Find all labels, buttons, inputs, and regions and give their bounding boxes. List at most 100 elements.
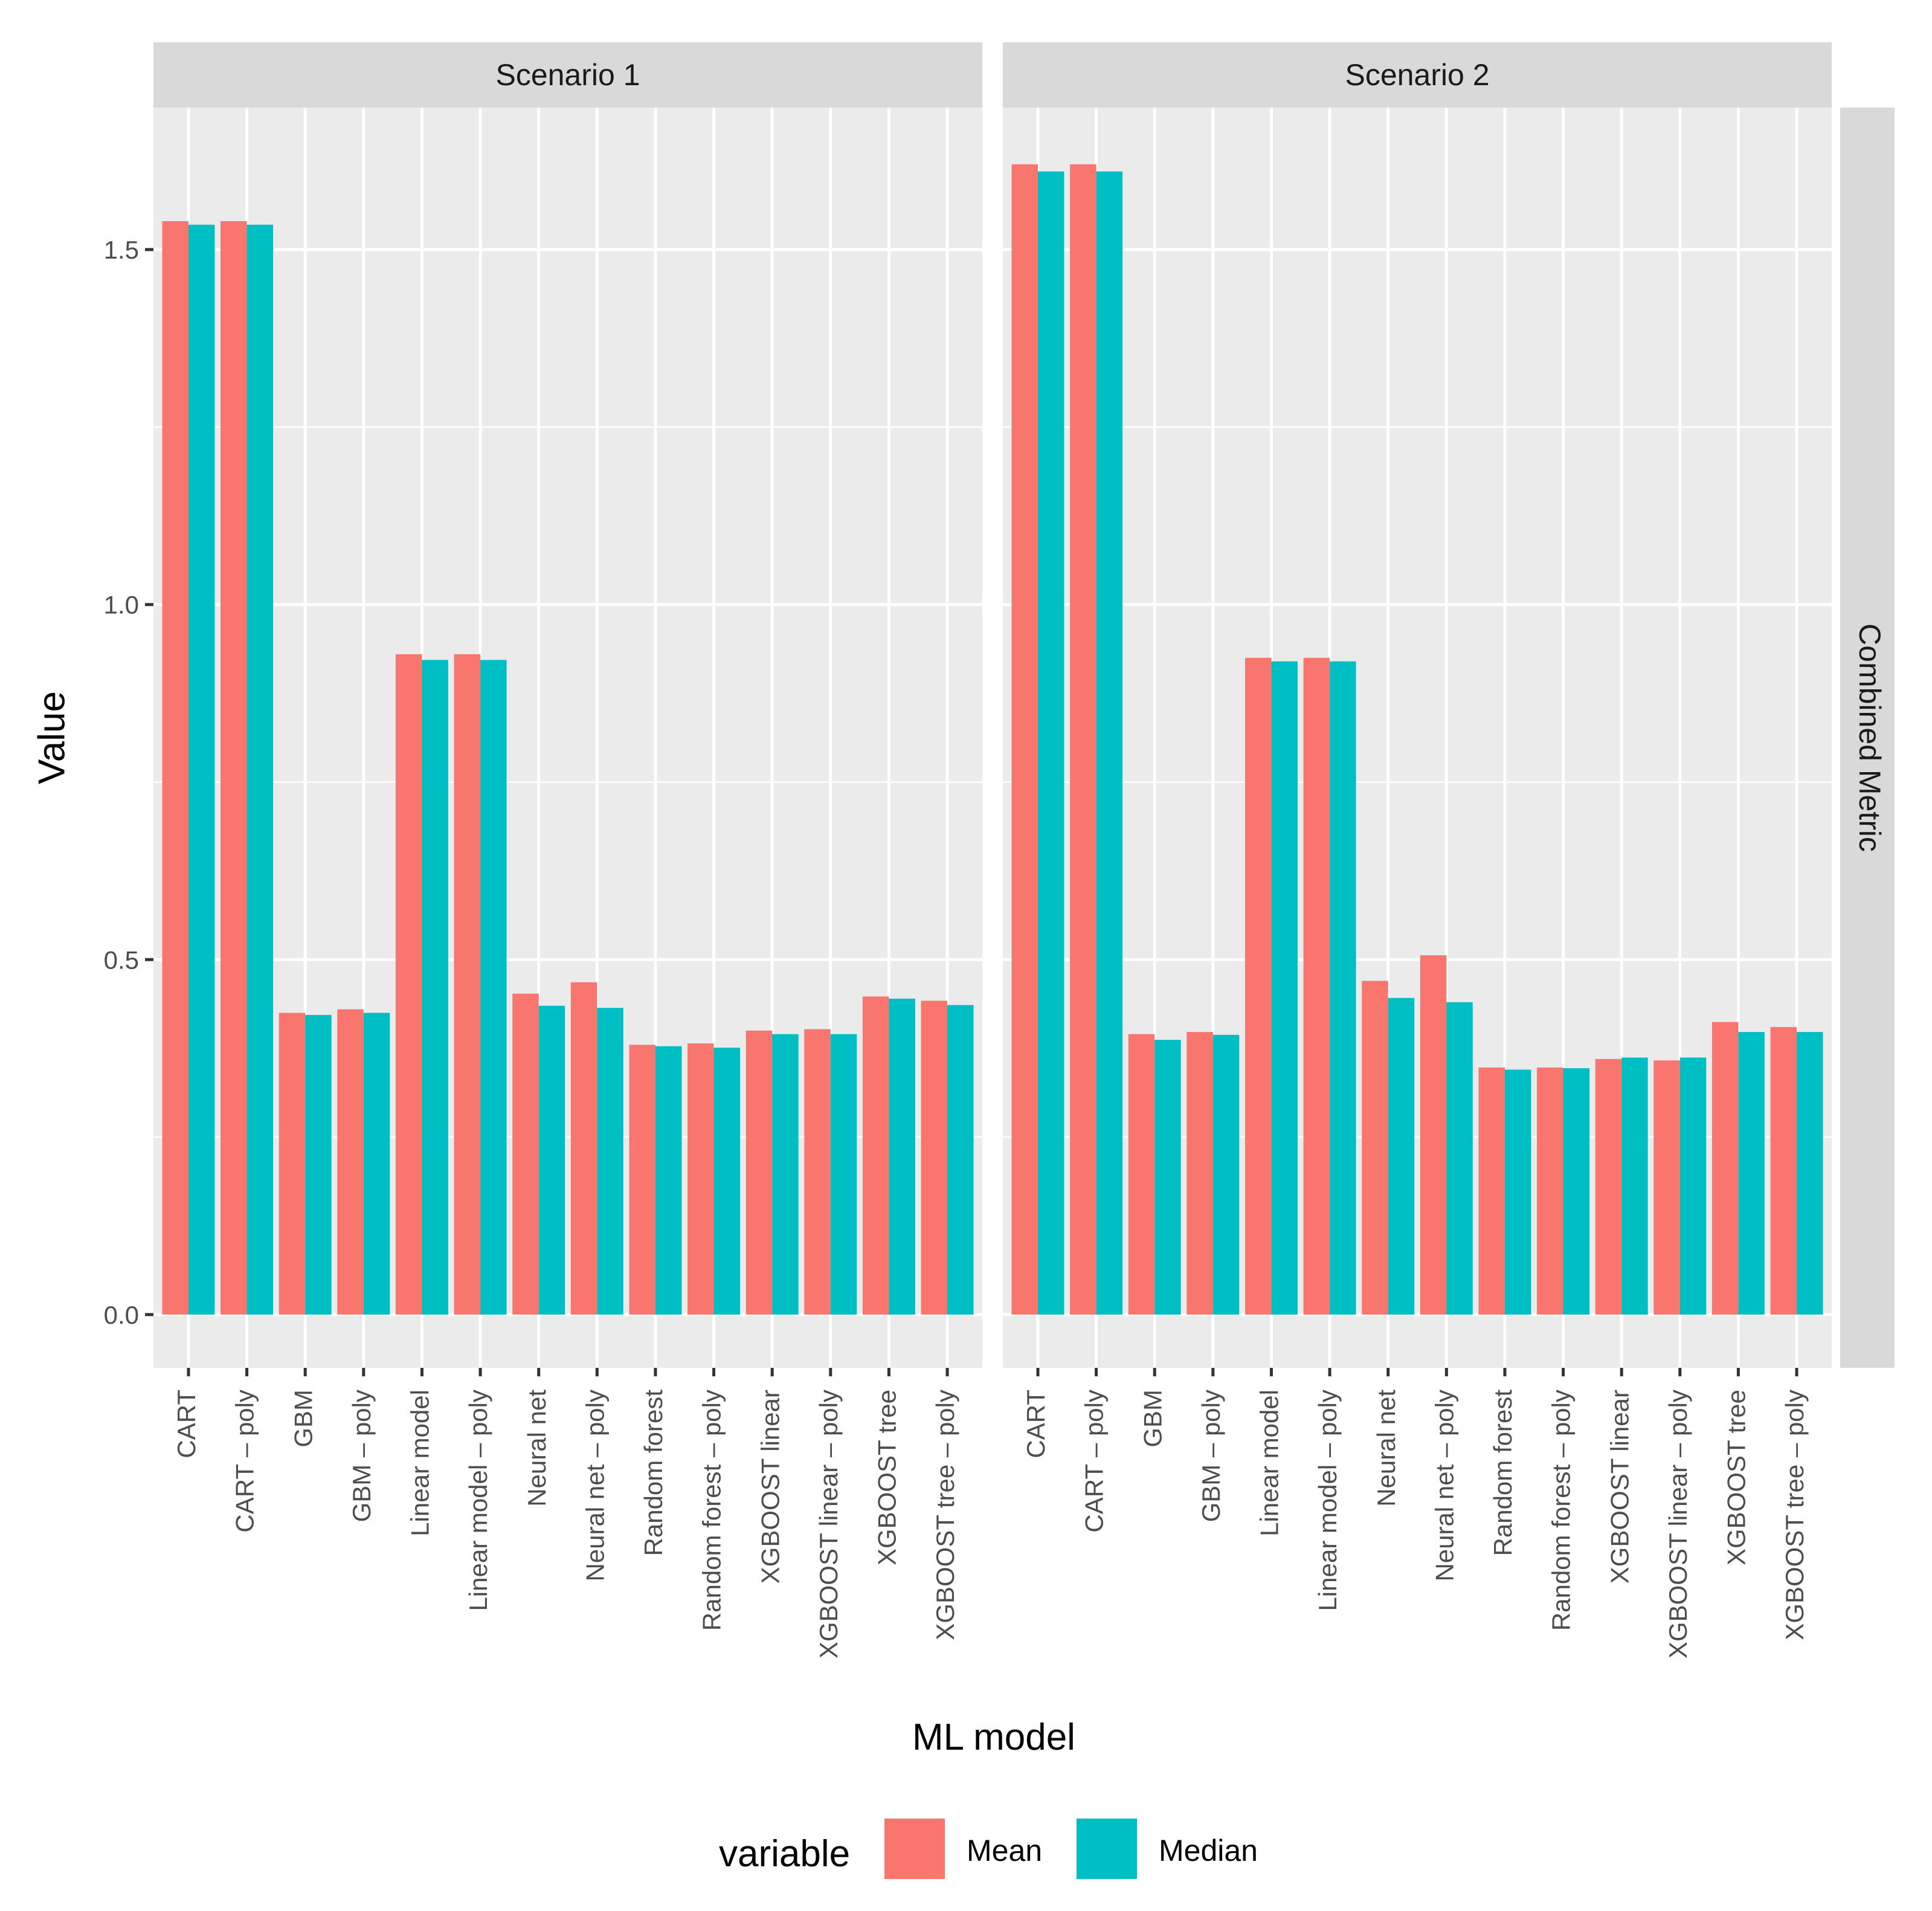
x-tick-label: CART <box>1022 1390 1050 1458</box>
x-tick-label: Random forest <box>1489 1390 1517 1556</box>
x-tick-label: Random forest – poly <box>698 1390 726 1631</box>
bar-mean-6: Scenario 1 / Linear model – poly / Mean:… <box>454 654 481 1315</box>
bar-median-6: Scenario 2 / Linear model – poly / Media… <box>1330 661 1356 1315</box>
bar-median-12: Scenario 1 / XGBOOST linear – poly / Med… <box>830 1034 857 1315</box>
x-tick-label: GBM <box>1138 1390 1167 1448</box>
x-tick-label: CART – poly <box>1080 1390 1109 1533</box>
bar-median-9: Scenario 2 / Random forest / Median: 0.3… <box>1504 1069 1531 1315</box>
row-strip: Combined Metric <box>1840 108 1895 1368</box>
bar-median-5: Scenario 1 / Linear model / Median: 0.92… <box>422 660 448 1315</box>
bar-mean-14: Scenario 1 / XGBOOST tree – poly / Mean:… <box>921 1001 948 1315</box>
bar-mean-12: Scenario 1 / XGBOOST linear – poly / Mea… <box>804 1029 831 1315</box>
x-tick-label: XGBOOST tree <box>1722 1390 1751 1565</box>
panel-background <box>1003 108 1832 1368</box>
x-tick-label: XGBOOST tree – poly <box>931 1390 959 1640</box>
bar-median-6: Scenario 1 / Linear model – poly / Media… <box>480 660 507 1315</box>
x-tick-label: XGBOOST linear – poly <box>814 1390 843 1658</box>
x-tick-label: Neural net – poly <box>1430 1390 1458 1582</box>
x-tick-label: CART <box>172 1390 201 1458</box>
panel-background <box>153 108 982 1368</box>
bar-mean-5: Scenario 1 / Linear model / Mean: 0.93 <box>395 654 422 1315</box>
x-tick-label: Random forest – poly <box>1547 1390 1576 1631</box>
bar-mean-4: Scenario 1 / GBM – poly / Mean: 0.43 <box>337 1009 364 1315</box>
bar-mean-9: Scenario 1 / Random forest / Mean: 0.38 <box>629 1045 655 1315</box>
bar-median-3: Scenario 2 / GBM / Median: 0.387 <box>1154 1040 1181 1315</box>
bar-mean-13: Scenario 1 / XGBOOST tree / Mean: 0.448 <box>862 996 889 1315</box>
x-tick-label: Linear model – poly <box>1313 1390 1342 1611</box>
bar-median-10: Scenario 2 / Random forest – poly / Medi… <box>1563 1068 1590 1315</box>
bar-mean-4: Scenario 2 / GBM – poly / Mean: 0.398 <box>1187 1032 1213 1315</box>
bar-median-2: Scenario 2 / CART – poly / Median: 1.61 <box>1096 171 1123 1315</box>
bar-median-5: Scenario 2 / Linear model / Median: 0.92 <box>1271 661 1298 1315</box>
y-tick-label: 1.5 <box>104 236 139 264</box>
bar-median-9: Scenario 1 / Random forest / Median: 0.3… <box>655 1046 682 1315</box>
bar-median-11: Scenario 1 / XGBOOST linear / Median: 0.… <box>772 1034 799 1315</box>
x-tick-label: Linear model – poly <box>464 1390 492 1611</box>
bar-median-4: Scenario 2 / GBM – poly / Median: 0.394 <box>1212 1034 1240 1315</box>
bar-mean-1: Scenario 1 / CART / Mean: 1.54 <box>162 221 188 1315</box>
bar-mean-10: Scenario 1 / Random forest – poly / Mean… <box>687 1043 714 1315</box>
bar-mean-7: Scenario 1 / Neural net / Mean: 0.452 <box>512 993 539 1315</box>
bar-mean-3: Scenario 2 / GBM / Mean: 0.395 <box>1128 1034 1155 1315</box>
x-tick-label: Random forest <box>639 1390 668 1556</box>
x-tick-label: GBM – poly <box>347 1390 376 1522</box>
bar-median-13: Scenario 1 / XGBOOST tree / Median: 0.44… <box>889 998 915 1315</box>
x-axis-title: ML model <box>912 1716 1075 1758</box>
bar-median-8: Scenario 1 / Neural net – poly / Median:… <box>597 1008 623 1315</box>
bar-median-4: Scenario 1 / GBM – poly / Median: 0.425 <box>363 1013 390 1315</box>
panels-layer: Scenario 1 Scenario 1 / CART / Mean: 1.54… <box>153 42 1832 1658</box>
y-tick-label: 1.0 <box>104 591 139 619</box>
y-tick-label: 0.0 <box>104 1301 139 1329</box>
y-axis: 0.0 0.5 1.0 1.5 <box>104 236 153 1329</box>
bar-mean-8: Scenario 1 / Neural net – poly / Mean: 0… <box>570 982 597 1315</box>
x-tick-label: XGBOOST tree <box>873 1390 901 1565</box>
x-tick-label: Neural net <box>1372 1390 1400 1507</box>
bar-mean-12: Scenario 2 / XGBOOST linear – poly / Mea… <box>1653 1060 1680 1315</box>
bar-median-1: Scenario 1 / CART / Median: 1.535 <box>188 224 215 1315</box>
bar-median-7: Scenario 2 / Neural net / Median: 0.446 <box>1388 997 1415 1315</box>
x-tick-label: GBM – poly <box>1197 1390 1225 1522</box>
legend-swatch-median <box>1077 1819 1137 1879</box>
bar-median-8: Scenario 2 / Neural net – poly / Median:… <box>1446 1002 1473 1315</box>
bar-mean-6: Scenario 2 / Linear model – poly / Mean:… <box>1303 657 1330 1315</box>
x-tick-label: XGBOOST tree – poly <box>1780 1390 1809 1640</box>
legend-title: variable <box>719 1833 850 1875</box>
row-strip-label: Combined Metric <box>1853 624 1887 852</box>
bar-mean-5: Scenario 2 / Linear model / Mean: 0.925 <box>1245 657 1272 1315</box>
panel-strip-label: Scenario 1 <box>495 58 640 92</box>
bar-median-1: Scenario 2 / CART / Median: 1.61 <box>1037 171 1064 1315</box>
bar-median-2: Scenario 1 / CART – poly / Median: 1.535 <box>246 224 274 1315</box>
bar-median-14: Scenario 2 / XGBOOST tree – poly / Media… <box>1797 1032 1823 1315</box>
bar-mean-13: Scenario 2 / XGBOOST tree / Mean: 0.412 <box>1711 1022 1739 1315</box>
bar-mean-3: Scenario 1 / GBM / Mean: 0.425 <box>279 1013 306 1315</box>
row-strip-background <box>1840 108 1895 1368</box>
y-axis-title: Value <box>31 691 72 784</box>
bar-median-11: Scenario 2 / XGBOOST linear / Median: 0.… <box>1621 1057 1648 1315</box>
bar-median-10: Scenario 1 / Random forest – poly / Medi… <box>713 1047 741 1315</box>
bar-mean-10: Scenario 2 / Random forest – poly / Mean… <box>1537 1067 1563 1315</box>
bar-median-13: Scenario 2 / XGBOOST tree / Median: 0.39… <box>1738 1032 1765 1315</box>
x-tick-label: Neural net <box>523 1390 551 1507</box>
legend-swatch-mean <box>884 1819 945 1879</box>
panel-2: Scenario 2 Scenario 2 / CART / Mean: 1.62… <box>1003 42 1832 1658</box>
x-tick-label: Linear model <box>1255 1390 1284 1536</box>
bar-median-12: Scenario 2 / XGBOOST linear – poly / Med… <box>1679 1057 1707 1315</box>
bar-median-3: Scenario 1 / GBM / Median: 0.422 <box>305 1014 332 1315</box>
bar-mean-11: Scenario 1 / XGBOOST linear / Mean: 0.4 <box>745 1030 773 1315</box>
bar-mean-9: Scenario 2 / Random forest / Mean: 0.348 <box>1478 1067 1505 1315</box>
bar-mean-11: Scenario 2 / XGBOOST linear / Mean: 0.36 <box>1595 1059 1622 1315</box>
x-tick-label: CART – poly <box>231 1390 259 1533</box>
bar-mean-2: Scenario 1 / CART – poly / Mean: 1.54 <box>221 221 247 1315</box>
x-tick-label: XGBOOST linear – poly <box>1664 1390 1692 1658</box>
x-tick-label: Neural net – poly <box>581 1390 609 1582</box>
panel-strip-label: Scenario 2 <box>1345 58 1489 92</box>
legend: variable Mean Median <box>719 1819 1258 1879</box>
bar-median-7: Scenario 1 / Neural net / Median: 0.435 <box>538 1005 565 1315</box>
y-tick-label: 0.5 <box>104 946 139 974</box>
x-tick-label: XGBOOST linear <box>1605 1390 1634 1584</box>
bar-mean-8: Scenario 2 / Neural net – poly / Mean: 0… <box>1420 955 1447 1315</box>
x-tick-label: XGBOOST linear <box>756 1390 784 1584</box>
bar-median-14: Scenario 1 / XGBOOST tree – poly / Media… <box>947 1005 974 1315</box>
legend-label-median: Median <box>1159 1834 1258 1867</box>
